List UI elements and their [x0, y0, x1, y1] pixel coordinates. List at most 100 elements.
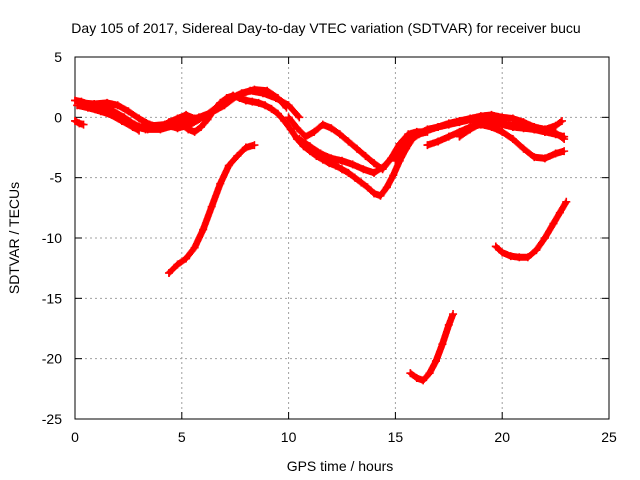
data-point — [71, 116, 79, 125]
data-point — [177, 120, 186, 129]
data-point — [344, 168, 353, 177]
data-point — [350, 173, 359, 182]
data-point — [406, 369, 415, 378]
data-point — [295, 135, 304, 144]
data-point — [73, 101, 82, 110]
data-point — [466, 125, 475, 134]
x-tick-label: 25 — [601, 429, 617, 445]
data-point — [359, 165, 368, 174]
y-tick-label: -5 — [50, 170, 63, 186]
data-point — [316, 149, 325, 158]
data-point — [434, 122, 443, 131]
data-point — [160, 120, 169, 129]
data-point — [376, 191, 385, 200]
data-point — [487, 116, 496, 125]
data-point — [331, 161, 340, 170]
data-point — [506, 252, 515, 261]
data-point — [173, 260, 182, 269]
data-point — [423, 141, 432, 150]
data-point — [92, 104, 101, 113]
data-point — [551, 149, 560, 158]
data-point — [284, 113, 293, 122]
data-point — [380, 161, 389, 170]
data-point — [344, 137, 353, 146]
data-point — [182, 254, 191, 263]
data-point — [75, 119, 84, 128]
series-arc-14 — [406, 310, 458, 385]
data-point — [103, 98, 112, 107]
data-point — [389, 171, 398, 180]
data-point — [438, 340, 447, 349]
series-arc-12 — [455, 116, 569, 141]
data-point — [295, 113, 304, 122]
data-point — [455, 132, 464, 141]
data-point — [199, 225, 208, 234]
data-point — [216, 179, 225, 188]
data-point — [444, 132, 453, 141]
data-point — [184, 125, 193, 134]
data-point — [508, 114, 517, 123]
data-point — [207, 202, 216, 211]
data-point — [361, 151, 370, 160]
data-point — [310, 127, 319, 136]
data-point — [562, 197, 571, 206]
data-point — [549, 219, 558, 228]
data-point — [412, 130, 421, 139]
data-point — [318, 120, 327, 129]
x-tick-label: 10 — [281, 429, 297, 445]
grid-lines — [75, 57, 609, 419]
data-point — [190, 243, 199, 252]
data-point — [216, 98, 225, 107]
data-point — [491, 242, 500, 251]
y-tick-label: -10 — [42, 230, 62, 246]
data-point — [105, 109, 114, 118]
data-point — [338, 156, 346, 165]
series-arc-15 — [491, 197, 571, 262]
y-tick-label: -15 — [42, 290, 62, 306]
data-point — [293, 124, 302, 133]
data-point — [286, 125, 295, 134]
data-point — [261, 101, 270, 110]
data-point — [540, 154, 549, 163]
data-point — [466, 114, 475, 123]
data-point — [267, 104, 276, 113]
data-point — [370, 189, 379, 198]
data-point — [348, 160, 357, 169]
data-point — [117, 116, 126, 125]
chart-title: Day 105 of 2017, Sidereal Day-to-day VTE… — [71, 20, 580, 36]
data-point — [305, 142, 314, 151]
data-point — [476, 112, 485, 121]
x-tick-label: 0 — [71, 429, 79, 445]
data-point — [241, 143, 250, 152]
data-point — [327, 154, 336, 163]
data-point — [391, 156, 400, 165]
data-point — [560, 132, 569, 141]
data-point — [519, 144, 528, 153]
data-point — [327, 124, 336, 133]
data-point — [71, 96, 79, 105]
data-point — [551, 121, 560, 130]
data-point — [352, 144, 361, 153]
data-point — [233, 151, 242, 160]
x-tick-label: 15 — [388, 429, 404, 445]
data-point — [419, 376, 428, 385]
axis-ticks: 0 5 10 15 20 25 5 0 -5 -10 -15 -20 -25 — [42, 49, 617, 445]
data-point — [113, 101, 122, 110]
data-point — [357, 178, 366, 187]
data-point — [147, 121, 156, 130]
y-axis-label: SDTVAR / TECUs — [6, 182, 22, 294]
data-point — [250, 141, 259, 150]
data-point — [79, 120, 88, 129]
data-point — [370, 168, 379, 177]
data-point — [197, 122, 206, 131]
data-point — [222, 94, 231, 103]
data-point — [190, 127, 199, 136]
data-point — [540, 234, 549, 242]
data-point — [248, 97, 257, 106]
x-axis-label: GPS time / hours — [287, 458, 394, 474]
series-arc-3 — [71, 116, 88, 129]
data-point — [498, 127, 507, 136]
data-point — [229, 91, 238, 100]
data-point — [449, 310, 458, 319]
